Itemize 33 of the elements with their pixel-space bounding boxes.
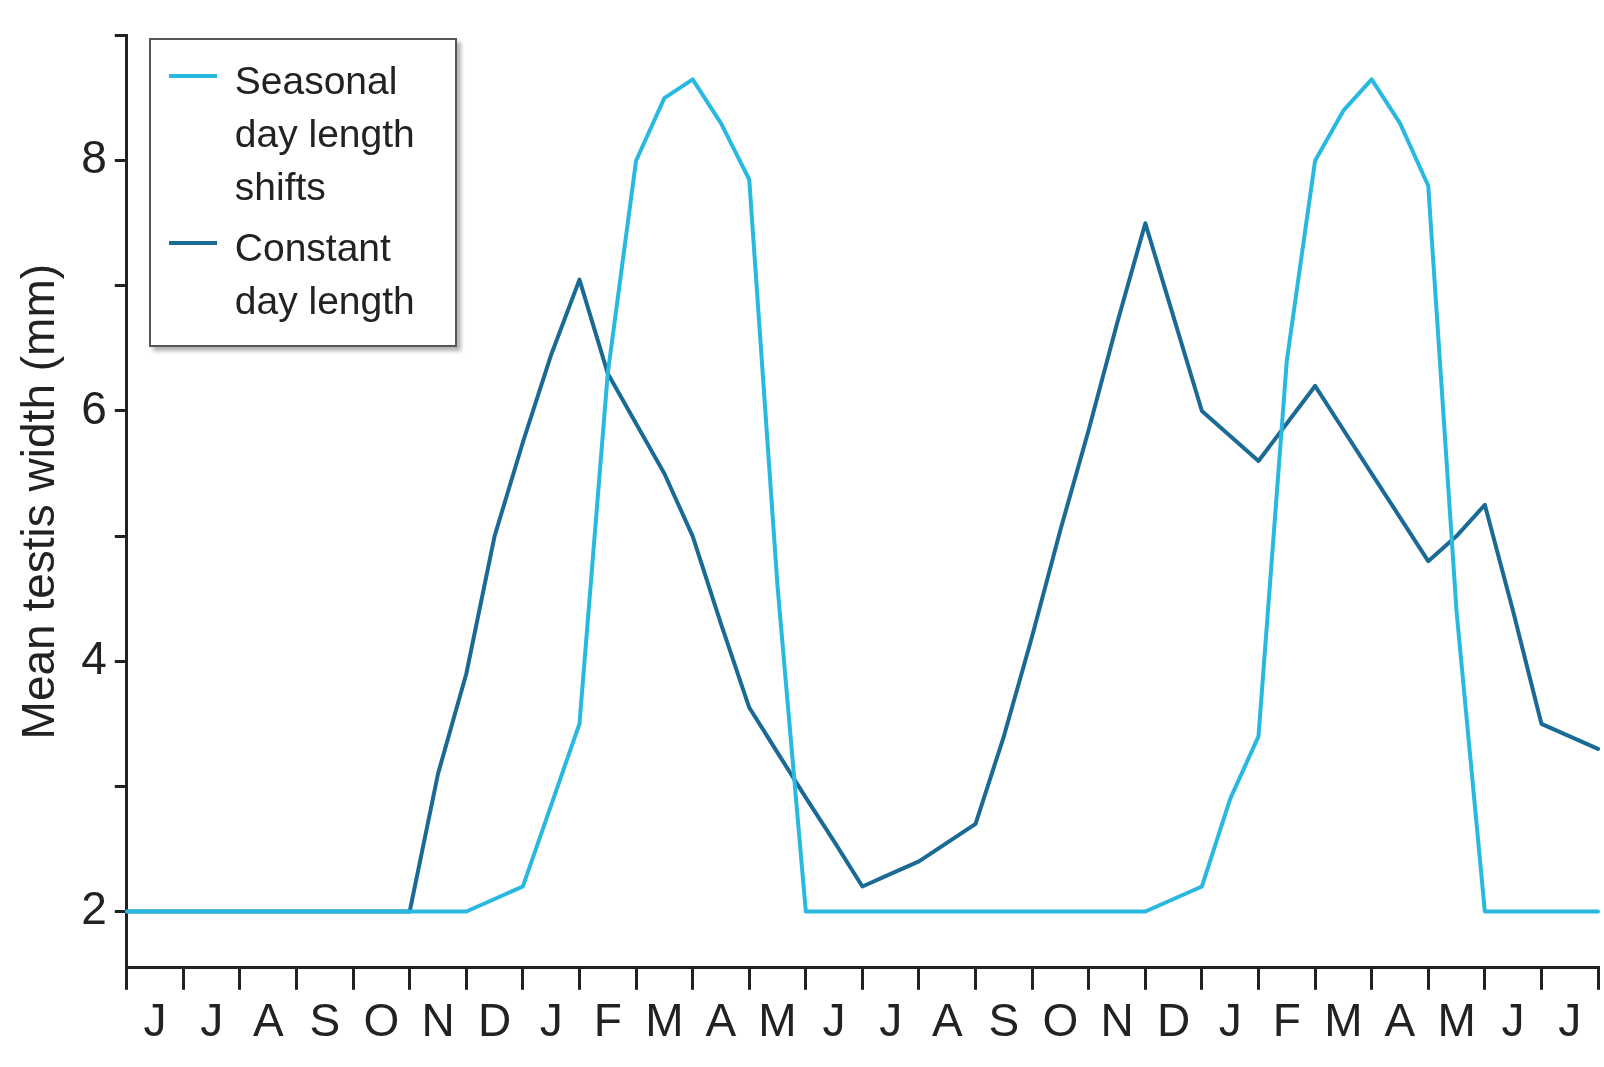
x-tick-label: F	[593, 994, 622, 1047]
x-tick-label: M	[1437, 994, 1476, 1047]
x-tick-label: A	[252, 994, 284, 1047]
x-tick-label: D	[1156, 994, 1191, 1047]
x-tick-label: A	[931, 994, 963, 1047]
x-tick-label: M	[758, 994, 797, 1047]
legend-label: Constant day length	[234, 224, 416, 324]
y-tick-label: 6	[81, 381, 107, 434]
y-tick-label: 4	[81, 631, 107, 684]
x-tick-label: N	[421, 994, 455, 1047]
x-tick-label: M	[645, 994, 684, 1047]
x-tick-label: J	[822, 994, 846, 1047]
y-tick-label: 2	[81, 882, 107, 935]
legend-label: Seasonal day length shifts	[234, 57, 416, 210]
x-tick-label: N	[1100, 994, 1134, 1047]
y-axis-title: Mean testis width (mm)	[12, 263, 65, 740]
x-tick-label: A	[705, 994, 737, 1047]
x-tick-label: J	[200, 994, 224, 1047]
x-tick-label: S	[309, 994, 341, 1047]
x-tick-label: D	[477, 994, 512, 1047]
y-tick-label: 8	[81, 131, 107, 184]
x-tick-label: J	[1218, 994, 1242, 1047]
x-tick-label: J	[1558, 994, 1582, 1047]
x-tick-label: J	[1501, 994, 1525, 1047]
x-tick-label: S	[988, 994, 1020, 1047]
x-tick-label: F	[1272, 994, 1301, 1047]
x-tick-label: O	[363, 994, 400, 1047]
x-tick-label: J	[879, 994, 903, 1047]
x-tick-label: O	[1042, 994, 1079, 1047]
x-tick-label: J	[143, 994, 167, 1047]
x-tick-label: A	[1384, 994, 1416, 1047]
x-tick-label: M	[1324, 994, 1363, 1047]
x-tick-label: J	[539, 994, 563, 1047]
